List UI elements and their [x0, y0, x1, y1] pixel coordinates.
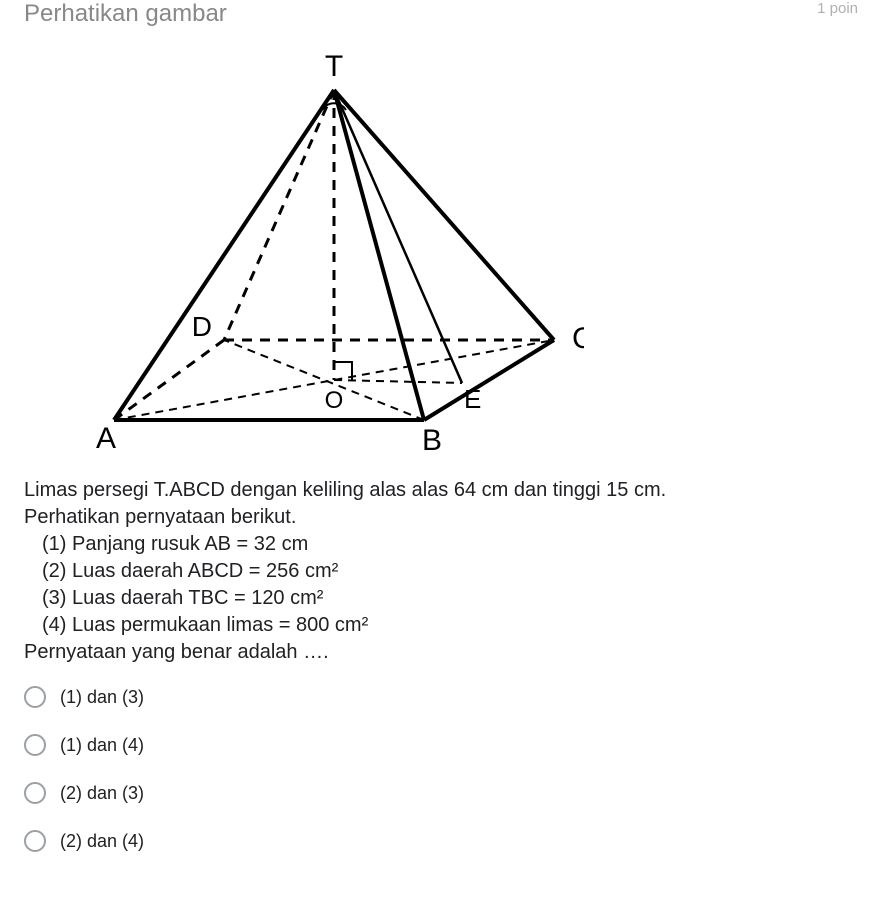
- body-line-1: Limas persegi T.ABCD dengan keliling ala…: [24, 477, 858, 504]
- option-4[interactable]: (2) dan (4): [24, 830, 858, 852]
- radio-icon: [24, 782, 46, 804]
- option-1[interactable]: (1) dan (3): [24, 686, 858, 708]
- label-E: E: [464, 384, 481, 414]
- statement-1: (1) Panjang rusuk AB = 32 cm: [24, 531, 858, 558]
- option-3[interactable]: (2) dan (3): [24, 782, 858, 804]
- label-B: B: [422, 424, 442, 457]
- radio-icon: [24, 686, 46, 708]
- label-A: A: [96, 422, 116, 455]
- label-O: O: [325, 387, 344, 414]
- body-line-2: Perhatikan pernyataan berikut.: [24, 504, 858, 531]
- body-line-3: Pernyataan yang benar adalah ….: [24, 639, 858, 666]
- label-D: D: [192, 311, 212, 342]
- radio-icon: [24, 734, 46, 756]
- statement-3: (3) Luas daerah TBC = 120 cm²: [24, 585, 858, 612]
- statement-2: (2) Luas daerah ABCD = 256 cm²: [24, 558, 858, 585]
- radio-icon: [24, 830, 46, 852]
- points-label: 1 poin: [817, 0, 858, 17]
- option-label: (2) dan (4): [60, 831, 144, 852]
- question-container: Perhatikan gambar 1 poin: [0, 0, 882, 852]
- option-2[interactable]: (1) dan (4): [24, 734, 858, 756]
- option-label: (2) dan (3): [60, 783, 144, 804]
- header-row: Perhatikan gambar 1 poin: [24, 0, 858, 28]
- label-T: T: [325, 50, 343, 83]
- question-title: Perhatikan gambar: [24, 0, 227, 28]
- question-body: Limas persegi T.ABCD dengan keliling ala…: [24, 477, 858, 666]
- pyramid-diagram: T A B C D O E: [64, 40, 858, 465]
- pyramid-svg: T A B C D O E: [64, 40, 584, 460]
- statement-4: (4) Luas permukaan limas = 800 cm²: [24, 612, 858, 639]
- options-group: (1) dan (3) (1) dan (4) (2) dan (3) (2) …: [24, 686, 858, 852]
- option-label: (1) dan (4): [60, 735, 144, 756]
- label-C: C: [572, 322, 584, 355]
- option-label: (1) dan (3): [60, 687, 144, 708]
